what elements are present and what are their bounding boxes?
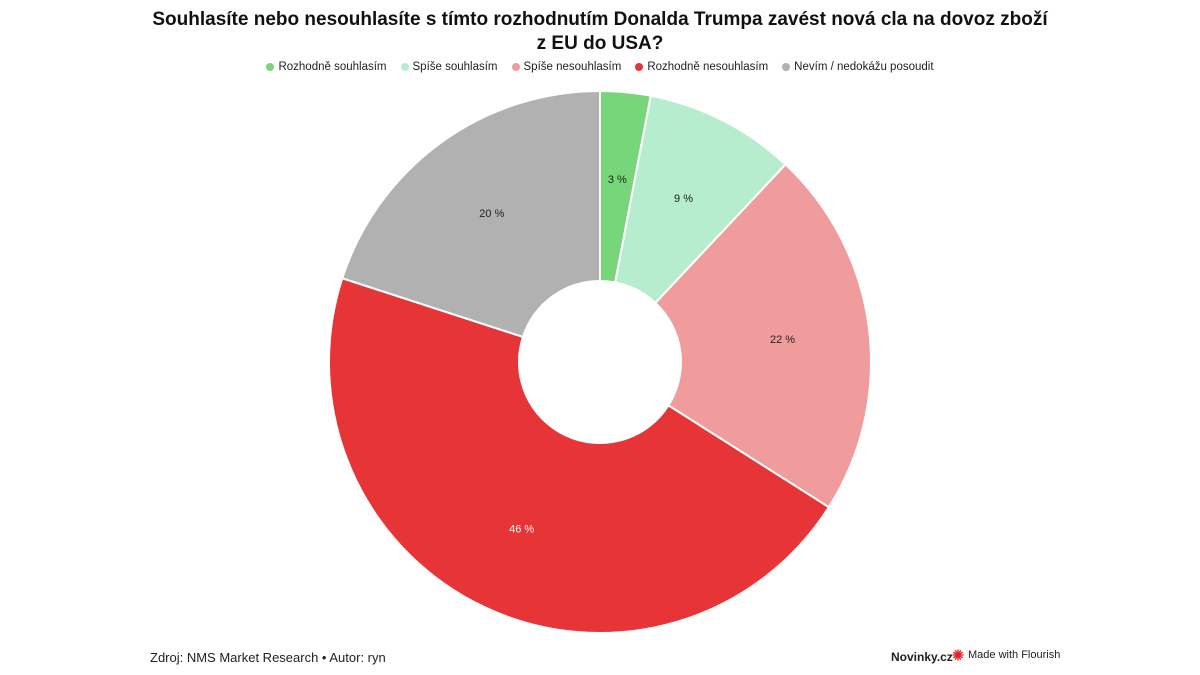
slice-data-label: 20 % bbox=[479, 208, 504, 220]
legend-swatch bbox=[635, 63, 644, 71]
made-with-flourish-label: Made with Flourish bbox=[968, 649, 1061, 661]
slice-data-label: 3 % bbox=[608, 174, 627, 186]
legend-swatch bbox=[511, 63, 520, 71]
legend-label: Rozhodně nesouhlasím bbox=[647, 61, 769, 73]
legend-swatch bbox=[400, 63, 409, 71]
flourish-burst-icon bbox=[952, 649, 964, 661]
slice-data-label: 9 % bbox=[674, 193, 693, 205]
brand-logo[interactable]: Novinky.cz bbox=[891, 650, 953, 664]
source-note: Zdroj: NMS Market Research • Autor: ryn bbox=[150, 650, 386, 665]
legend-item[interactable]: Rozhodně nesouhlasím bbox=[635, 61, 768, 73]
legend-item[interactable]: Spíše souhlasím bbox=[400, 61, 498, 73]
slice-data-label: 46 % bbox=[509, 523, 534, 535]
legend: Rozhodně souhlasím Spíše souhlasím Spíše n… bbox=[0, 61, 1200, 73]
legend-label: Rozhodně souhlasím bbox=[278, 61, 387, 73]
legend-label: Spíše nesouhlasím bbox=[523, 61, 622, 73]
donut-slice[interactable] bbox=[328, 276, 831, 634]
legend-item[interactable]: Rozhodně souhlasím bbox=[266, 61, 387, 73]
legend-swatch bbox=[782, 63, 791, 71]
made-with-flourish-link[interactable]: Made with Flourish bbox=[952, 649, 1060, 661]
legend-label: Spíše souhlasím bbox=[412, 61, 498, 73]
legend-swatch bbox=[266, 63, 275, 71]
legend-item[interactable]: Nevím / nedokážu posoudit bbox=[782, 61, 934, 73]
donut-slice[interactable] bbox=[654, 163, 872, 509]
slice-data-label: 22 % bbox=[770, 334, 795, 346]
legend-label: Nevím / nedokážu posoudit bbox=[794, 61, 934, 73]
chart-title: Souhlasíte nebo nesouhlasíte s tímto roz… bbox=[152, 9, 1048, 54]
donut-slice[interactable] bbox=[341, 89, 601, 339]
donut-slice[interactable] bbox=[614, 94, 787, 305]
legend-item[interactable]: Spíše nesouhlasím bbox=[511, 61, 622, 73]
